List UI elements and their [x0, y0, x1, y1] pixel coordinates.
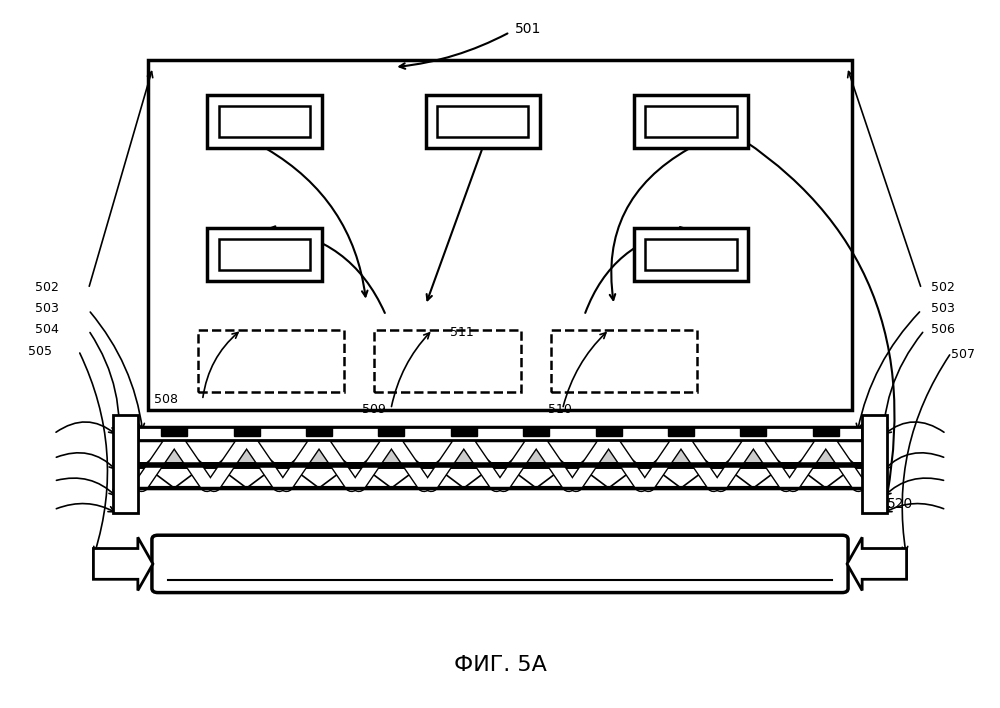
- Polygon shape: [433, 440, 494, 465]
- Bar: [811, 428, 840, 436]
- Bar: [138, 428, 862, 440]
- Bar: [668, 428, 694, 436]
- Bar: [523, 428, 549, 436]
- Text: 504: 504: [35, 323, 59, 336]
- Polygon shape: [651, 465, 711, 488]
- Bar: [305, 428, 333, 436]
- Bar: [219, 105, 310, 137]
- Bar: [160, 428, 189, 436]
- Bar: [426, 95, 540, 147]
- Polygon shape: [144, 440, 205, 465]
- Bar: [449, 428, 478, 436]
- Text: 509: 509: [362, 404, 386, 416]
- Polygon shape: [795, 465, 856, 488]
- Bar: [377, 428, 406, 436]
- Bar: [198, 329, 344, 392]
- Polygon shape: [216, 465, 277, 488]
- Bar: [232, 428, 261, 436]
- Text: 502: 502: [931, 281, 955, 294]
- Polygon shape: [216, 440, 277, 465]
- Bar: [161, 428, 187, 436]
- FancyBboxPatch shape: [152, 535, 848, 593]
- Polygon shape: [723, 465, 784, 488]
- Bar: [207, 228, 322, 280]
- Bar: [862, 416, 887, 513]
- Bar: [234, 428, 260, 436]
- Bar: [551, 329, 697, 392]
- Text: 510: 510: [548, 404, 571, 416]
- Bar: [207, 95, 322, 147]
- Polygon shape: [723, 440, 784, 465]
- Polygon shape: [361, 440, 422, 465]
- Polygon shape: [795, 440, 856, 465]
- Polygon shape: [506, 465, 567, 488]
- Bar: [148, 60, 852, 410]
- Polygon shape: [578, 465, 639, 488]
- Bar: [138, 428, 862, 440]
- Text: ФИГ. 5А: ФИГ. 5А: [454, 656, 546, 675]
- Text: 506: 506: [931, 323, 955, 336]
- Polygon shape: [847, 537, 907, 590]
- Polygon shape: [433, 465, 494, 488]
- Polygon shape: [93, 537, 153, 590]
- Text: 501: 501: [515, 22, 541, 35]
- Bar: [645, 239, 737, 270]
- Text: 511: 511: [450, 326, 474, 339]
- Bar: [634, 95, 748, 147]
- Polygon shape: [289, 440, 349, 465]
- Text: 520: 520: [887, 498, 913, 511]
- Text: 507: 507: [951, 348, 975, 360]
- Polygon shape: [651, 440, 711, 465]
- Polygon shape: [289, 465, 349, 488]
- Bar: [596, 428, 622, 436]
- Bar: [667, 428, 695, 436]
- Bar: [740, 428, 766, 436]
- Bar: [645, 105, 737, 137]
- Polygon shape: [578, 440, 639, 465]
- Bar: [374, 329, 521, 392]
- Text: 503: 503: [931, 302, 955, 315]
- Polygon shape: [144, 465, 205, 488]
- Text: 505: 505: [28, 346, 52, 358]
- Bar: [113, 416, 138, 513]
- Polygon shape: [506, 440, 567, 465]
- Bar: [813, 428, 839, 436]
- Bar: [594, 428, 623, 436]
- Bar: [306, 428, 332, 436]
- Bar: [522, 428, 551, 436]
- Text: 503: 503: [35, 302, 59, 315]
- Polygon shape: [361, 465, 422, 488]
- Bar: [219, 239, 310, 270]
- Bar: [451, 428, 477, 436]
- Bar: [378, 428, 404, 436]
- Bar: [739, 428, 768, 436]
- Bar: [634, 228, 748, 280]
- Bar: [437, 105, 528, 137]
- Text: 508: 508: [154, 393, 178, 406]
- Text: 502: 502: [35, 281, 59, 294]
